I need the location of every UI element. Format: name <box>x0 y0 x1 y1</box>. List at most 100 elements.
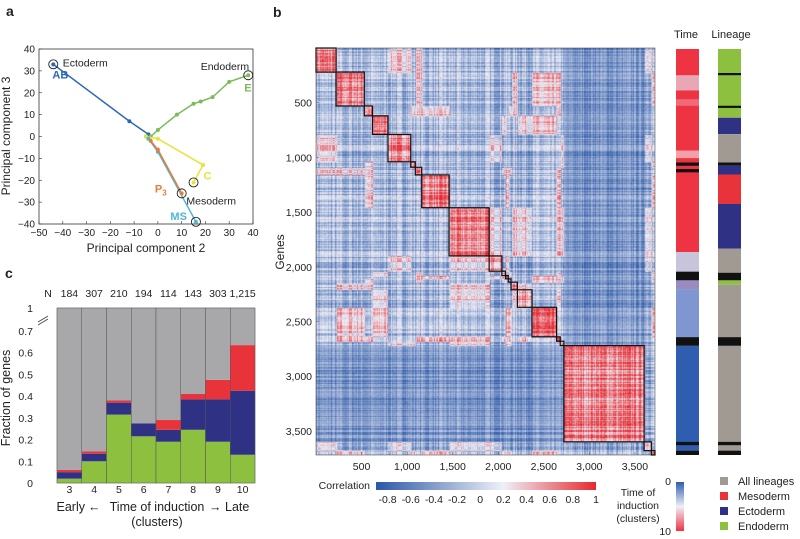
bar-segment-all-lineages <box>205 308 231 380</box>
trajectory-line-e <box>146 74 249 138</box>
trajectory-point <box>148 138 153 143</box>
x-tick-label: 9 <box>215 484 221 496</box>
axis-break-mark <box>37 318 49 326</box>
label-line: (clusters) <box>616 513 659 525</box>
colorbar-tick-label: -0.2 <box>448 494 466 506</box>
bar-segment-ectoderm <box>81 453 107 462</box>
legend-swatch <box>720 492 728 500</box>
lineage-bar-segment <box>718 450 741 455</box>
cluster-block-outline <box>488 255 503 272</box>
panel-c-bar-chart: 3 184 4 307 5 210 6 194 7 114 8 143 9 303 10 1,215 N 0 0.1… <box>0 288 256 529</box>
endpoint-circle <box>243 70 254 81</box>
cluster-block-outline <box>448 207 490 257</box>
time-bar-segment <box>676 169 699 173</box>
trajectory-point <box>174 112 179 117</box>
cluster-block-outline <box>501 270 507 277</box>
time-colorbar-max: 10 <box>659 526 671 538</box>
legend-label: Endoderm <box>738 521 789 533</box>
y-tick-label: 0.3 <box>18 413 33 425</box>
trajectory-point <box>201 162 206 167</box>
time-bar-segment <box>676 280 699 290</box>
cluster-block-outline <box>555 336 561 342</box>
lineage-bar-segment <box>718 272 741 281</box>
trajectory-line-c <box>145 135 205 183</box>
panel-label-b: b <box>273 4 282 20</box>
lineage-bar-segment <box>718 73 741 76</box>
time-bar-segment <box>676 337 699 346</box>
cluster-block-outline <box>335 71 365 107</box>
n-value: 184 <box>61 288 79 300</box>
bar-segment-mesoderm <box>180 393 206 400</box>
x-tick-label: 40 <box>247 228 259 239</box>
colorbar-tick-label: -0.6 <box>402 494 420 506</box>
x-tick-label: 1,000 <box>394 461 420 473</box>
cluster-block-outline <box>410 161 416 168</box>
bar-outline <box>230 307 256 484</box>
lineage-bar-segment <box>718 134 741 163</box>
colorbar-tick-label: 0.4 <box>519 494 534 506</box>
x-tick-label: −10 <box>126 228 143 239</box>
colorbar-tick-label: 0.6 <box>542 494 557 506</box>
endpoint-circle <box>176 188 187 199</box>
cluster-block-outline <box>363 105 374 117</box>
y-tick-label: −30 <box>18 198 35 209</box>
panel-label-a: a <box>6 3 14 19</box>
time-bar-title: Time <box>674 29 698 41</box>
trajectory-point <box>191 101 196 106</box>
y-tick-label: 0.2 <box>18 435 33 447</box>
y-tick-label: 3,000 <box>286 371 312 383</box>
trajectory-point <box>198 99 203 104</box>
label-main: P <box>155 183 162 195</box>
bar-segment-ectoderm <box>205 399 231 442</box>
trajectory-point <box>155 147 160 152</box>
bar-segment-all-lineages <box>180 308 206 394</box>
trajectory-point <box>179 191 184 196</box>
y-tick-label: −20 <box>18 176 35 187</box>
y-tick-label: 30 <box>24 66 36 77</box>
y-tick-label: 20 <box>24 88 36 99</box>
y-axis-label: Fraction of genes <box>0 350 13 447</box>
trajectory-point <box>191 180 196 185</box>
x-tick-label: −50 <box>31 228 48 239</box>
y-tick-label: 0.4 <box>18 391 33 403</box>
cluster-block-outline <box>414 166 423 176</box>
lineage-bar-segment <box>718 174 741 204</box>
heatmap-frame <box>315 47 656 456</box>
y-axis-label: Genes <box>273 234 287 269</box>
label-line: Time of <box>621 487 656 499</box>
x-tick-label: 30 <box>224 228 236 239</box>
cluster-block-outline <box>563 344 645 443</box>
time-bar-segment <box>676 345 699 451</box>
bar-segment-ectoderm <box>57 472 82 479</box>
panel-a-pca-plot: −50 −40 −30 −20 −10 0 10 20 30 40−40−30−20−100102… <box>0 45 259 256</box>
bar-segment-endoderm <box>106 414 132 483</box>
bar-segment-mesoderm <box>106 400 132 403</box>
y-tick-label: −10 <box>18 154 35 165</box>
time-bar-segment <box>676 289 699 338</box>
trajectory-line-ms <box>147 138 197 223</box>
lineage-bar-segment <box>718 441 741 446</box>
legend-label: Ectoderm <box>738 506 785 518</box>
x-tick-label: 0 <box>155 228 161 239</box>
endpoint-circle <box>190 216 201 227</box>
time-bar-segment <box>676 99 699 106</box>
lineage-bar-segment <box>718 162 741 166</box>
trajectory-point <box>193 219 198 224</box>
annotation-mesoderm: Mesoderm <box>186 195 236 207</box>
lineage-label-e: E <box>244 82 251 94</box>
y-tick-label: 0.5 <box>18 369 33 381</box>
n-value: 303 <box>209 288 227 300</box>
bar-segment-endoderm <box>156 441 181 483</box>
x-tick-label: 8 <box>190 484 196 496</box>
cluster-block-outline <box>559 340 565 347</box>
colorbar-tick-label: 0.8 <box>566 494 581 506</box>
x-tick-label: −40 <box>54 228 71 239</box>
x-tick-label: 500 <box>353 461 371 473</box>
x-tick-label: 2,500 <box>531 461 557 473</box>
trajectory-point <box>127 119 132 124</box>
bar-segment-all-lineages <box>131 308 156 424</box>
trajectory-point <box>155 127 160 132</box>
lineage-bar-segment <box>718 345 741 451</box>
bar-segment-ectoderm <box>230 390 255 455</box>
